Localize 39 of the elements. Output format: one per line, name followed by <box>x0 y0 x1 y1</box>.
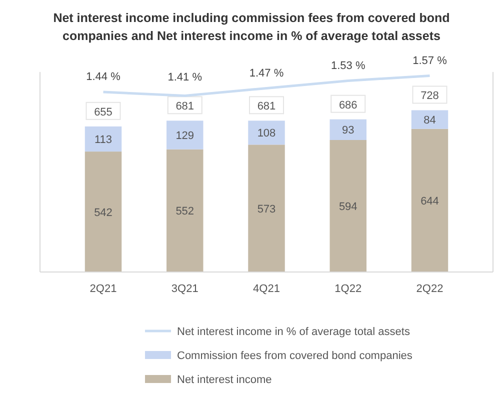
data-label: 113 <box>94 134 112 146</box>
bar <box>166 149 204 272</box>
bar <box>330 140 366 272</box>
data-label: 573 <box>257 203 276 216</box>
total-label: 728 <box>420 90 439 102</box>
data-label: 1.53 % <box>330 60 366 72</box>
bar <box>166 120 204 150</box>
data-label: 542 <box>94 206 112 219</box>
data-label: 1.47 % <box>249 67 284 80</box>
data-label: 84 <box>424 114 436 127</box>
bar <box>84 126 122 152</box>
total-label: 655 <box>94 106 112 118</box>
legend-label: Net interest income in % of average total assets <box>177 326 410 338</box>
x-tick-label: 3Q21 <box>171 282 198 295</box>
bar <box>84 152 122 272</box>
data-label: 594 <box>338 201 358 213</box>
x-tick-label: 1Q22 <box>334 282 362 295</box>
total-label: 681 <box>257 100 276 113</box>
bar <box>248 144 285 272</box>
total-label: 681 <box>176 100 194 113</box>
data-label: 1.44 % <box>86 71 121 83</box>
data-label: 129 <box>176 130 194 142</box>
x-tick-label: 4Q21 <box>253 282 280 295</box>
legend-label: Net interest income <box>177 374 272 386</box>
bar <box>330 119 366 140</box>
x-tick-label: 2Q21 <box>90 282 117 295</box>
data-label: 552 <box>176 206 194 218</box>
total-label: 686 <box>338 99 358 112</box>
bar <box>411 128 448 272</box>
data-label: 93 <box>342 124 354 137</box>
x-tick-label: 2Q22 <box>416 282 444 295</box>
legend-label: Commission fees from covered bond companies <box>177 350 413 362</box>
data-label: 1.57 % <box>412 54 448 67</box>
bar <box>248 120 285 145</box>
data-label: 108 <box>257 128 276 140</box>
data-label: 1.41 % <box>168 72 202 84</box>
bar <box>411 110 448 129</box>
data-label: 644 <box>420 195 439 208</box>
chart-title: Net interest income including commission fees from covered bond companies and Net interest income in % of average total assets <box>53 11 450 43</box>
